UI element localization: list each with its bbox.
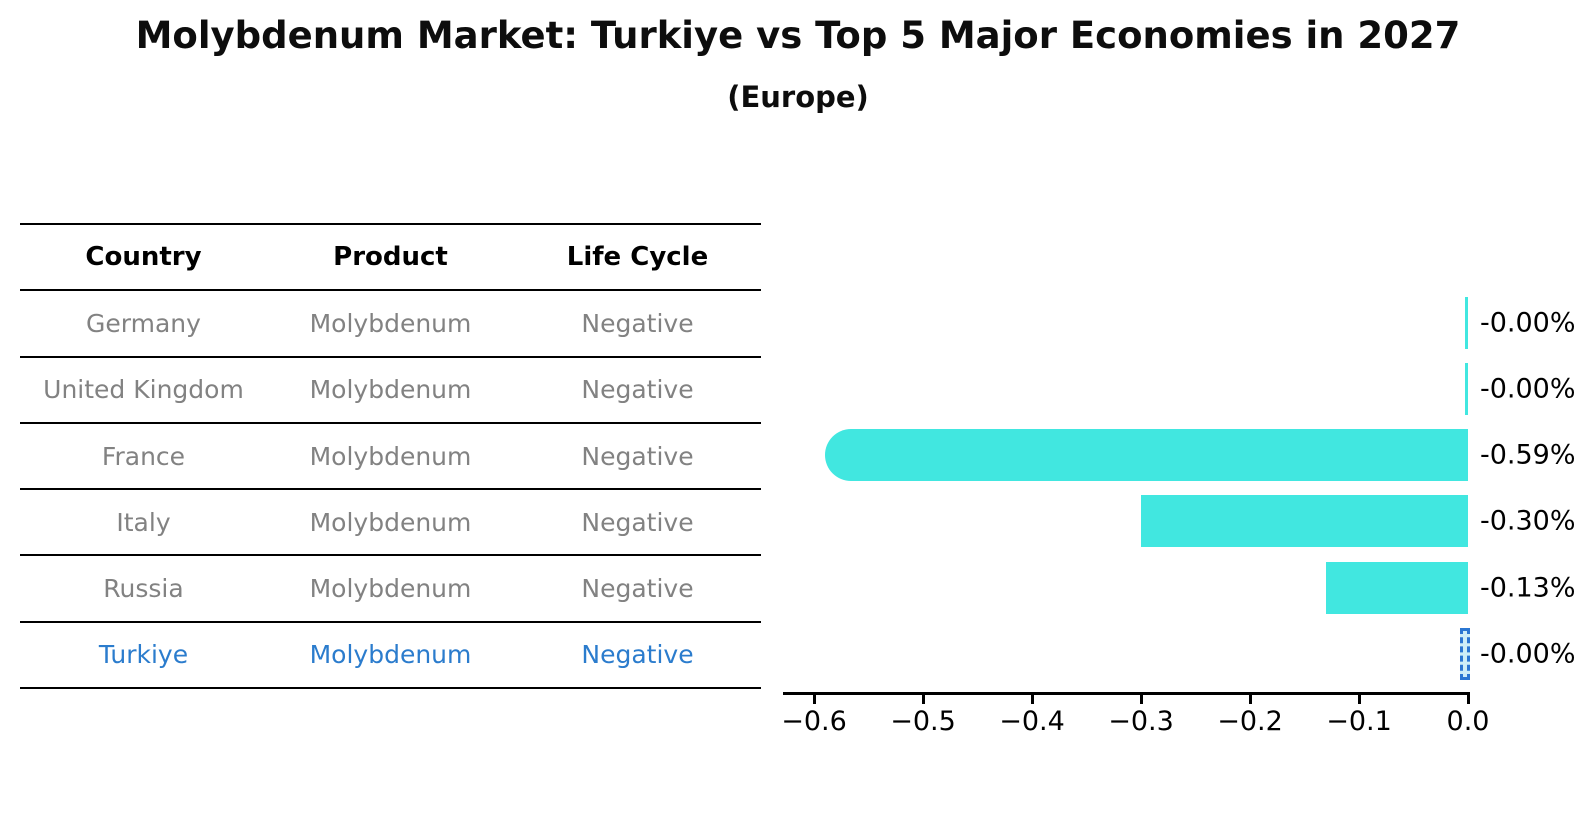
x-axis-line	[783, 692, 1470, 695]
table-header-row: Country Product Life Cycle	[20, 223, 761, 289]
bar-turkiye	[1460, 628, 1470, 680]
x-axis-tick	[1139, 695, 1143, 704]
x-axis-tick-label: −0.1	[1326, 706, 1392, 737]
cell-life-cycle: Negative	[581, 308, 694, 338]
x-axis-tick-label: −0.5	[890, 706, 956, 737]
value-label-italy: -0.30%	[1480, 505, 1576, 537]
bar-germany	[1465, 296, 1468, 349]
cell-country: Italy	[116, 507, 171, 537]
cell-life-cycle: Negative	[581, 640, 694, 670]
bar-france	[824, 429, 1468, 482]
column-header-country: Country	[85, 242, 202, 273]
value-label-united-kingdom: -0.00%	[1480, 373, 1576, 405]
country-table: Country Product Life Cycle Germany Molybd…	[20, 223, 761, 690]
bar-russia	[1326, 561, 1468, 614]
cell-life-cycle: Negative	[581, 441, 694, 471]
x-axis-tick	[1248, 695, 1252, 704]
cell-product: Molybdenum	[309, 574, 472, 604]
column-header-product: Product	[333, 242, 448, 273]
x-axis-tick	[1357, 695, 1361, 704]
x-axis-tick-label: 0.0	[1446, 706, 1490, 737]
table-row-russia: Russia Molybdenum Negative	[20, 554, 761, 620]
bar-united-kingdom	[1465, 362, 1468, 415]
table-row-turkiye: Turkiye Molybdenum Negative	[20, 620, 761, 687]
cell-product: Molybdenum	[309, 375, 472, 405]
value-label-france: -0.59%	[1480, 439, 1576, 471]
cell-country: France	[101, 441, 186, 471]
chart-subtitle: (Europe)	[727, 80, 869, 114]
x-axis-tick-label: −0.4	[999, 706, 1065, 737]
cell-life-cycle: Negative	[581, 574, 694, 604]
table-row-germany: Germany Molybdenum Negative	[20, 289, 761, 355]
chart-title: Molybdenum Market: Turkiye vs Top 5 Majo…	[135, 14, 1461, 57]
cell-country: Germany	[86, 308, 201, 338]
x-axis-tick-label: −0.6	[781, 706, 847, 737]
bar-italy	[1141, 495, 1468, 548]
value-label-germany: -0.00%	[1480, 307, 1576, 338]
cell-product: Molybdenum	[309, 441, 472, 471]
x-axis-tick	[1030, 695, 1034, 704]
cell-life-cycle: Negative	[581, 507, 694, 537]
column-header-life-cycle: Life Cycle	[566, 242, 709, 273]
cell-product: Molybdenum	[309, 507, 472, 537]
x-axis-tick-label: −0.3	[1108, 706, 1174, 737]
cell-product: Molybdenum	[309, 640, 472, 670]
table-row-italy: Italy Molybdenum Negative	[20, 488, 761, 554]
cell-country: Russia	[103, 574, 184, 604]
table-row-france: France Molybdenum Negative	[20, 421, 761, 488]
x-axis-tick	[1466, 695, 1470, 704]
cell-product: Molybdenum	[309, 308, 472, 338]
x-axis-tick	[921, 695, 925, 704]
cell-country: Turkiye	[98, 640, 189, 670]
value-label-russia: -0.13%	[1480, 572, 1576, 604]
x-axis-tick-label: −0.2	[1217, 706, 1283, 737]
cell-country: United Kingdom	[43, 375, 244, 405]
cell-life-cycle: Negative	[581, 375, 694, 405]
value-label-turkiye: -0.00%	[1480, 638, 1576, 670]
table-row-united-kingdom: United Kingdom Molybdenum Negative	[20, 355, 761, 422]
x-axis-tick	[812, 695, 816, 704]
